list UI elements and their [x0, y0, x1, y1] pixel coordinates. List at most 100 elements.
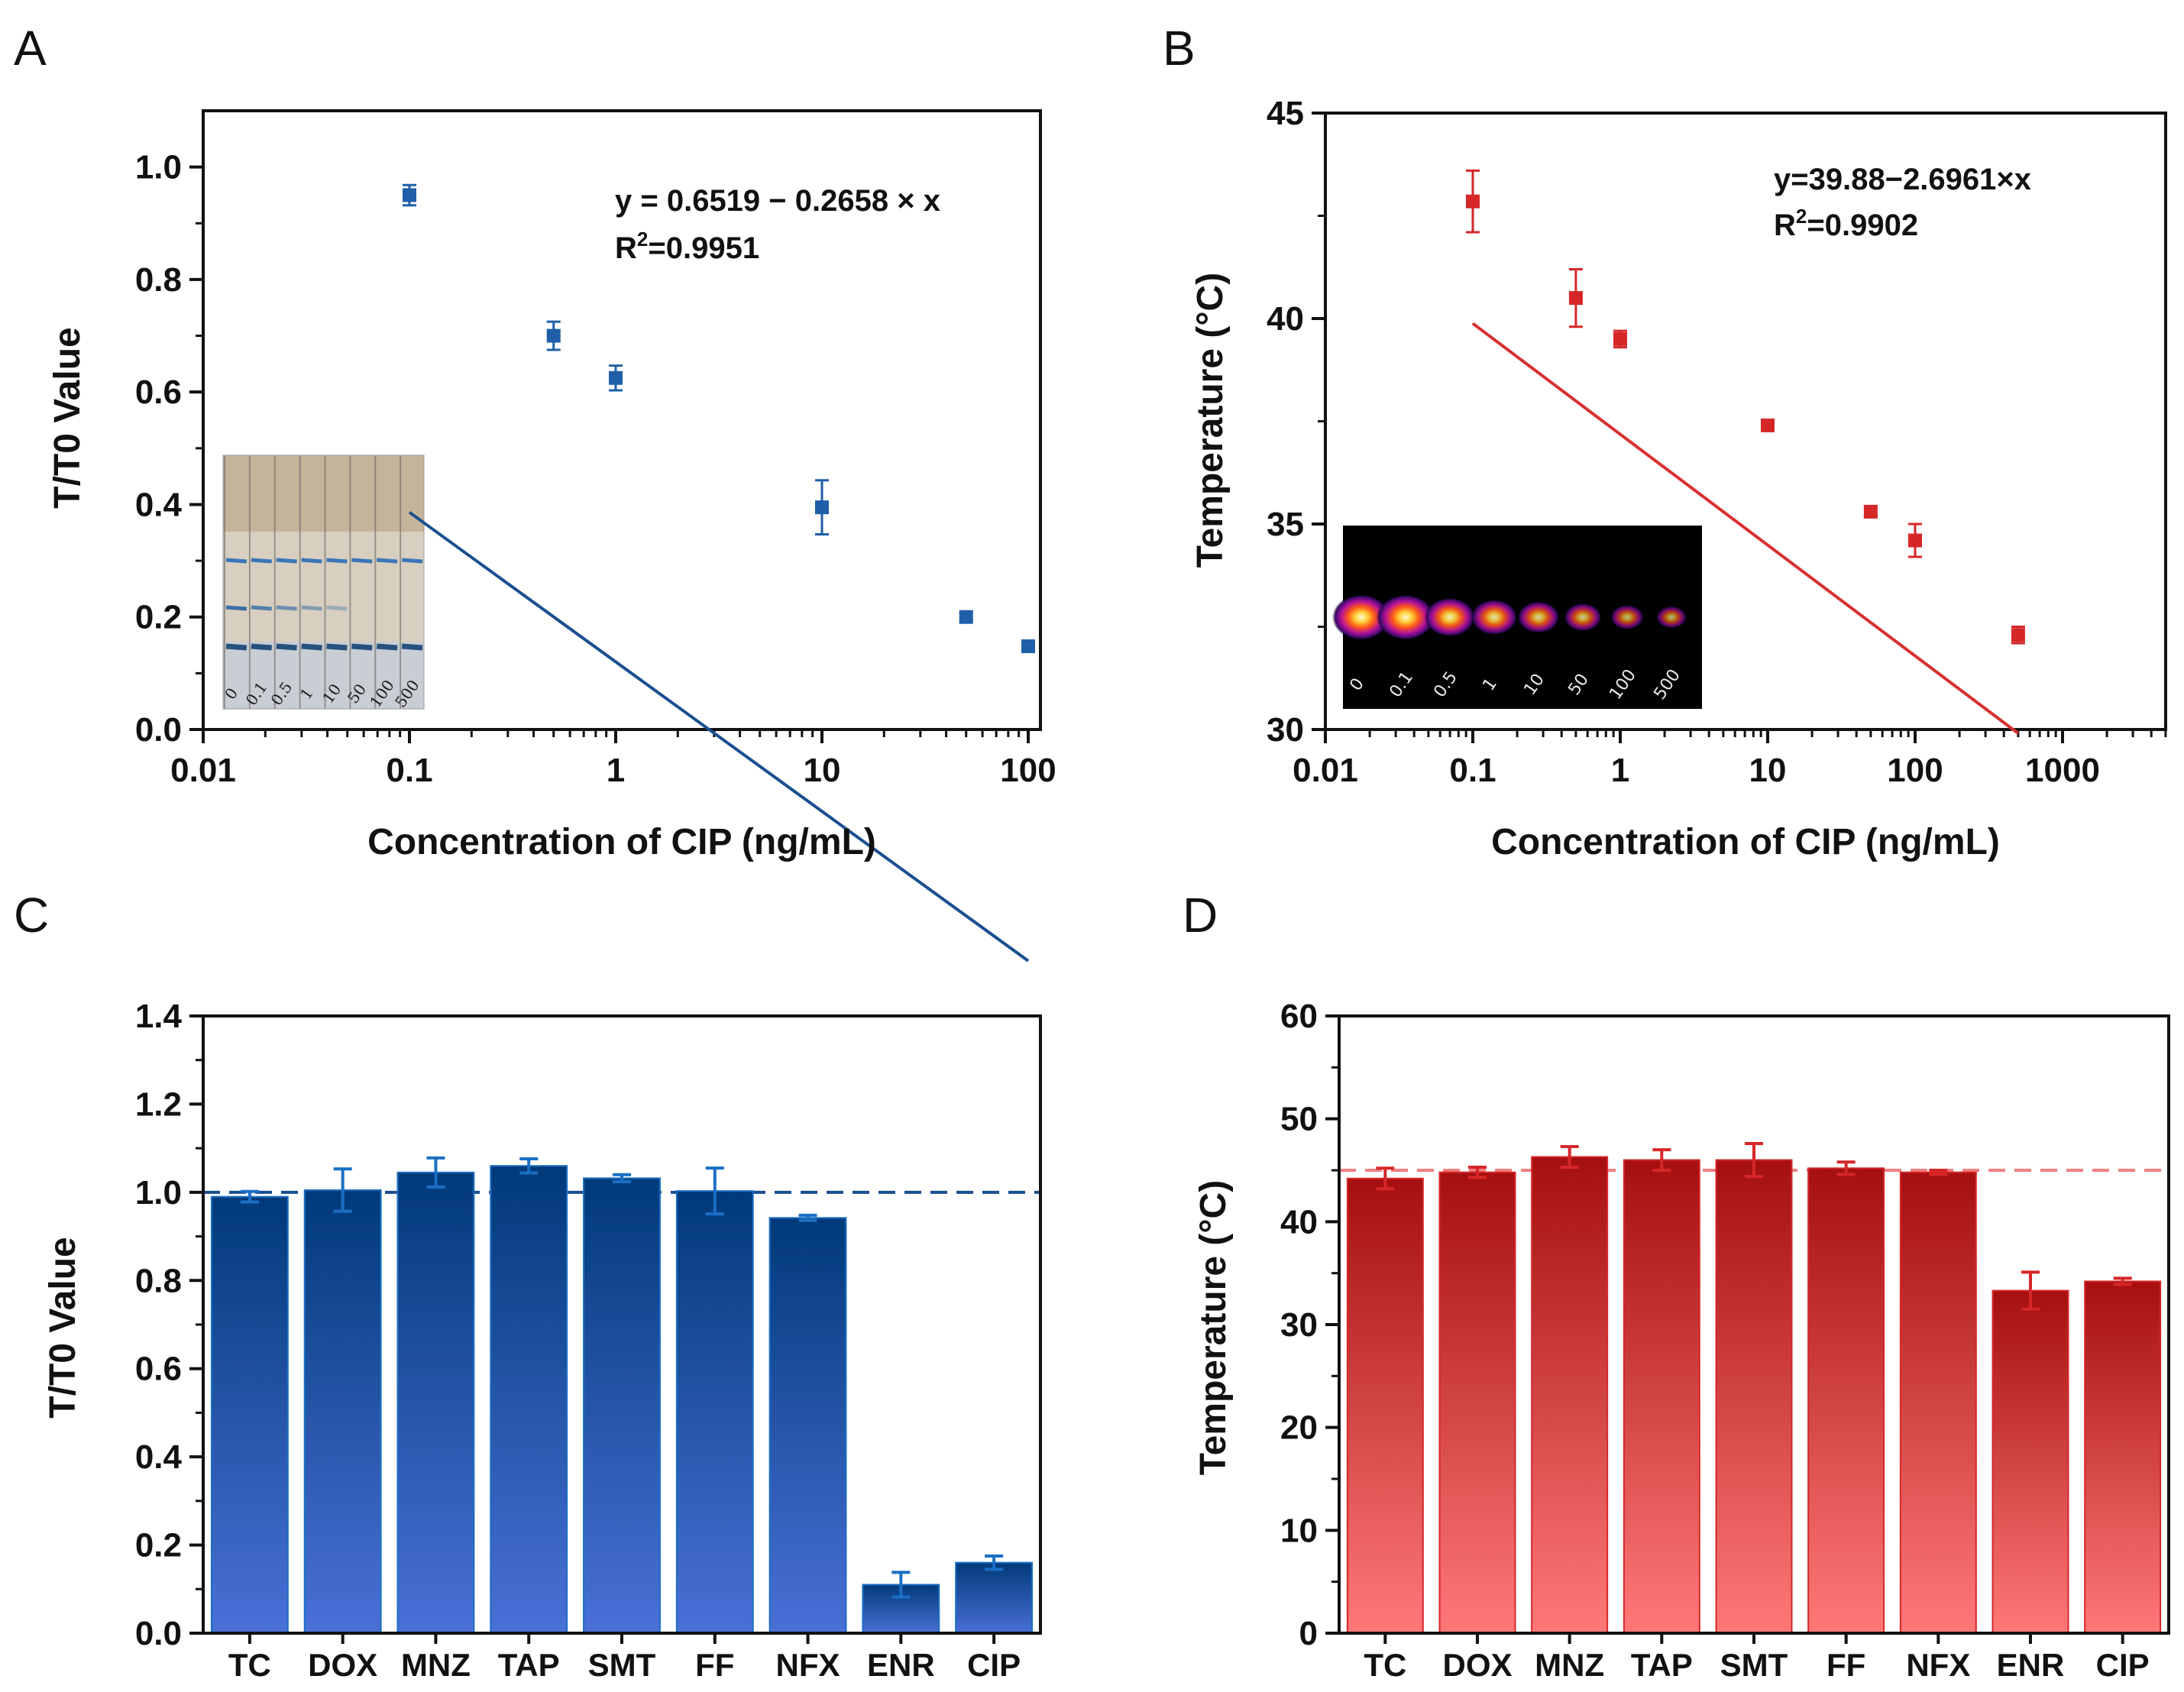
panel-c-selectivity-bar-chart: TC DOX MNZ TAP SMT FF NFX ENR CIP 0.0 0.2 0.4 0.6 0.8…	[43, 998, 1042, 1683]
panel-label-c: C	[14, 888, 49, 943]
strip-control-line	[225, 558, 248, 564]
category-label: DOX	[308, 1647, 377, 1683]
y-tick-label: 40	[1267, 300, 1304, 338]
panel-label-d: D	[1183, 888, 1218, 943]
y-axis-label: T/T0 Value	[43, 1237, 83, 1418]
y-tick-label: 1.0	[135, 149, 182, 186]
data-point	[1021, 639, 1035, 654]
strip-sample-line	[376, 643, 398, 651]
data-point	[546, 328, 561, 343]
x-tick-label: 1000	[2025, 752, 2100, 789]
plot-frame	[202, 109, 1042, 731]
bar	[583, 1177, 661, 1634]
category-label: MNZ	[1535, 1647, 1604, 1683]
r-squared-superscript: 2	[637, 228, 648, 251]
bar	[1715, 1159, 1793, 1634]
data-point	[959, 610, 973, 624]
y-tick-label: 0.8	[135, 1262, 182, 1299]
r-squared-symbol: R	[615, 231, 637, 265]
data-point	[403, 188, 416, 202]
x-tick-label: 10	[1749, 752, 1787, 789]
thermal-image-inset: 0 0.1 0.5 1 10 50 100 500	[1332, 526, 1702, 709]
strip-control-line	[326, 558, 348, 564]
strip-test-line	[251, 605, 272, 611]
r-squared: R2=0.9951	[615, 228, 759, 265]
r-squared-symbol: R	[1774, 209, 1796, 242]
y-axis-label: T/T0 Value	[47, 327, 88, 508]
x-axis-label: Concentration of CIP (ng/mL)	[367, 822, 876, 862]
data-point	[609, 370, 623, 385]
data-point	[1761, 418, 1775, 432]
y-axis-label: Temperature (°C)	[1190, 273, 1231, 568]
strip-sample-line	[301, 643, 322, 651]
data-point	[1613, 332, 1627, 346]
data-point	[1863, 504, 1878, 519]
y-tick-label: 60	[1280, 998, 1318, 1035]
y-tick-label: 1.2	[135, 1085, 182, 1123]
category-label: ENR	[867, 1647, 935, 1683]
bar	[1438, 1171, 1516, 1634]
fit-equation: y=39.88−2.6961×x	[1774, 163, 2031, 196]
strip-control-line	[251, 558, 272, 564]
strip-control-line	[351, 558, 373, 564]
bar	[1346, 1177, 1424, 1634]
bar	[1899, 1171, 1977, 1634]
bar	[303, 1189, 382, 1634]
bar	[396, 1171, 475, 1634]
bar	[210, 1195, 289, 1634]
category-label: FF	[1826, 1647, 1865, 1683]
y-tick-label: 35	[1267, 506, 1304, 543]
thermal-spot	[1332, 594, 1390, 640]
r-squared-superscript: 2	[1796, 205, 1807, 228]
r-squared-value: =0.9902	[1807, 209, 1918, 242]
inset-border	[222, 455, 425, 710]
thermal-spot	[1425, 597, 1475, 637]
category-label: NFX	[776, 1647, 840, 1683]
y-tick-label: 0.8	[135, 261, 182, 299]
category-label: SMT	[1720, 1647, 1788, 1683]
y-tick-label: 50	[1280, 1101, 1318, 1138]
y-tick-label: 30	[1280, 1306, 1318, 1344]
y-tick-label: 30	[1267, 711, 1304, 749]
y-tick-label: 0	[1299, 1615, 1318, 1652]
y-tick-label: 1.0	[135, 1174, 182, 1212]
y-tick-label: 0.2	[135, 599, 182, 636]
y-tick-label: 1.4	[135, 998, 183, 1035]
category-label: MNZ	[401, 1647, 471, 1683]
y-tick-label: 40	[1280, 1203, 1318, 1241]
panel-label-a: A	[14, 21, 47, 76]
x-tick-label: 0.1	[386, 752, 432, 789]
panel-b-temperature-chart: 0 0.1 0.5 1 10 50 100 500 0.01 0.1 1 10 100 1000 30 35…	[1190, 95, 2167, 862]
bar	[768, 1217, 847, 1634]
x-tick-label: 0.1	[1449, 752, 1496, 789]
y-tick-label: 10	[1280, 1512, 1318, 1549]
bar	[955, 1561, 1034, 1634]
strip-test-line	[225, 605, 248, 611]
strip-control-line	[401, 558, 423, 564]
thermal-spot	[1655, 606, 1687, 629]
fit-line	[408, 511, 1030, 962]
panel-label-b: B	[1163, 21, 1196, 76]
category-label: TAP	[1631, 1647, 1693, 1683]
y-tick-label: 0.4	[135, 486, 183, 523]
category-label: TAP	[498, 1647, 560, 1683]
category-label: FF	[695, 1647, 734, 1683]
strip-test-line	[301, 605, 322, 611]
strip-sample-line	[401, 643, 423, 651]
strip-photo-upper-region	[223, 455, 424, 532]
x-tick-label: 100	[1000, 752, 1056, 789]
r-squared-value: =0.9951	[648, 231, 759, 265]
thermal-spot	[1377, 594, 1435, 640]
thermal-spot	[1471, 599, 1518, 636]
data-point	[1466, 194, 1480, 209]
category-label: CIP	[967, 1647, 1021, 1683]
bar	[1807, 1167, 1885, 1634]
category-label: DOX	[1442, 1647, 1512, 1683]
thermal-spot	[1610, 604, 1644, 630]
y-tick-label: 0.6	[135, 1351, 182, 1388]
r-squared: R2=0.9902	[1774, 205, 1918, 242]
x-tick-label: 100	[1887, 752, 1943, 789]
data-point	[2011, 628, 2025, 642]
